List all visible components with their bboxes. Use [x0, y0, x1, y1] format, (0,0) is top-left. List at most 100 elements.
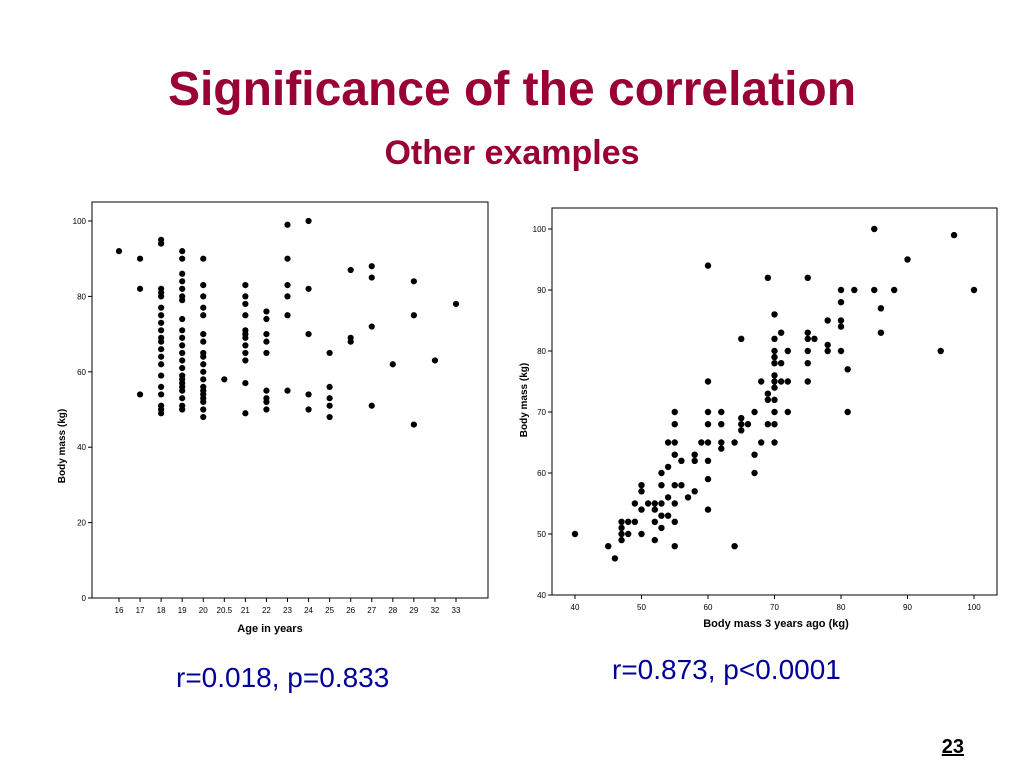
- y-axis-label: Body mass (kg): [57, 409, 68, 483]
- data-point: [179, 349, 186, 357]
- data-point: [611, 555, 619, 562]
- data-point: [242, 357, 249, 364]
- data-point: [263, 338, 270, 345]
- data-point: [658, 500, 665, 507]
- data-point: [200, 304, 207, 311]
- data-point: [804, 360, 811, 367]
- data-point: [738, 414, 745, 422]
- data-point: [200, 406, 207, 413]
- data-point: [638, 488, 645, 495]
- data-point: [158, 327, 165, 334]
- data-point: [200, 398, 207, 406]
- plot-frame: [91, 201, 489, 599]
- data-point: [651, 506, 658, 513]
- data-point: [158, 383, 165, 390]
- data-point: [179, 270, 186, 277]
- data-point: [625, 518, 632, 525]
- data-point: [758, 439, 765, 446]
- x-tick-label: 19: [178, 606, 187, 615]
- data-point: [691, 457, 698, 464]
- data-point: [658, 512, 665, 519]
- data-point: [771, 421, 778, 428]
- data-point: [631, 500, 639, 507]
- data-point: [824, 347, 831, 355]
- data-point: [179, 387, 186, 394]
- data-point: [158, 319, 165, 326]
- data-point: [871, 286, 878, 294]
- data-point: [718, 439, 725, 446]
- x-tick-label: 24: [304, 606, 313, 615]
- data-point: [431, 357, 439, 364]
- data-point: [326, 395, 333, 402]
- data-point: [671, 482, 678, 489]
- data-point: [751, 408, 758, 416]
- data-point: [811, 335, 818, 342]
- data-point: [704, 262, 712, 269]
- data-point: [136, 391, 144, 398]
- data-point: [738, 335, 745, 342]
- data-point: [804, 335, 811, 342]
- y-tick-label: 100: [73, 217, 87, 226]
- data-point: [844, 366, 851, 373]
- x-tick-label: 23: [283, 606, 292, 615]
- x-tick-label: 16: [115, 606, 124, 615]
- data-point: [284, 293, 291, 300]
- data-point: [618, 530, 625, 538]
- data-point: [891, 286, 898, 294]
- correlation-stat-left: r=0.018, p=0.833: [176, 662, 390, 693]
- data-point: [704, 378, 712, 385]
- data-point: [242, 380, 249, 387]
- data-point: [347, 338, 354, 345]
- data-point: [242, 349, 249, 357]
- x-tick-label: 25: [325, 606, 334, 615]
- x-tick-label: 40: [571, 603, 580, 612]
- data-point: [179, 357, 186, 364]
- data-point: [263, 387, 270, 394]
- data-point: [115, 248, 123, 255]
- y-tick-label: 60: [537, 469, 546, 478]
- data-point: [771, 372, 778, 379]
- x-tick-label: 60: [704, 603, 713, 612]
- data-point: [651, 536, 658, 544]
- data-point: [771, 353, 778, 361]
- data-point: [771, 439, 778, 446]
- data-point: [242, 334, 249, 341]
- y-tick-label: 100: [533, 225, 547, 234]
- data-point: [452, 300, 460, 308]
- data-point: [158, 361, 165, 368]
- y-tick-label: 50: [537, 530, 546, 539]
- data-point: [837, 286, 845, 294]
- data-point: [738, 427, 745, 434]
- data-point: [704, 421, 712, 428]
- data-point: [658, 524, 665, 532]
- data-point: [651, 518, 658, 525]
- data-point: [704, 408, 712, 416]
- data-point: [200, 281, 207, 289]
- data-point: [651, 500, 658, 507]
- y-tick-label: 90: [537, 286, 546, 295]
- data-point: [771, 311, 778, 318]
- data-point: [284, 312, 291, 319]
- data-point: [158, 312, 165, 319]
- data-point: [179, 342, 186, 349]
- data-point: [718, 408, 725, 416]
- data-point: [221, 376, 228, 383]
- data-point: [671, 439, 678, 446]
- data-point: [158, 353, 165, 360]
- data-point: [410, 421, 417, 428]
- data-point: [784, 347, 791, 355]
- data-point: [678, 482, 685, 489]
- y-tick-label: 70: [537, 408, 546, 417]
- data-point: [263, 331, 270, 338]
- y-tick-label: 80: [77, 292, 86, 301]
- data-point: [691, 488, 698, 495]
- y-tick-label: 40: [77, 443, 86, 452]
- y-tick-label: 0: [82, 594, 87, 603]
- data-point: [410, 278, 417, 285]
- data-point: [326, 402, 333, 409]
- data-point: [678, 457, 685, 464]
- data-point: [158, 304, 165, 311]
- data-point: [871, 225, 878, 233]
- y-tick-label: 20: [77, 519, 86, 528]
- data-point: [718, 421, 725, 428]
